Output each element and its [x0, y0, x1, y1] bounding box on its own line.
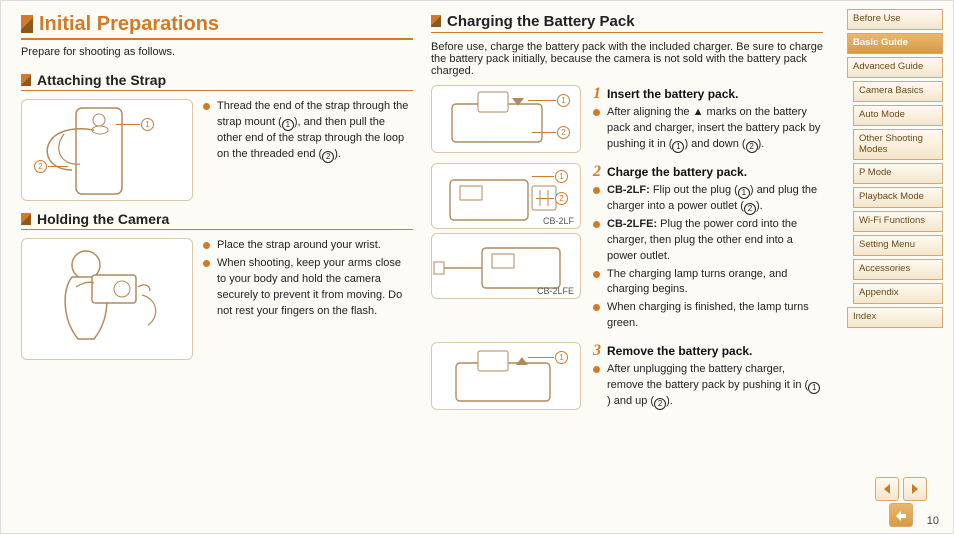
figure-strap: 1 2 — [21, 99, 193, 201]
step-3: 1 3Remove the battery pack. After unplug… — [431, 342, 823, 412]
nav-item[interactable]: P Mode — [853, 163, 943, 184]
nav-item[interactable]: Appendix — [853, 283, 943, 304]
step-num-3: 3 — [593, 342, 601, 360]
step-1: 1 2 1Insert the battery pack. After alig… — [431, 85, 823, 155]
fig-label-cb2lfe: CB-2LFE — [537, 286, 574, 296]
intro-text: Prepare for shooting as follows. — [21, 46, 413, 58]
strap-bullets: Thread the end of the strap through the … — [203, 99, 413, 201]
step-num-1: 1 — [593, 85, 601, 103]
nav-item[interactable]: Camera Basics — [853, 81, 943, 102]
step-num-2: 2 — [593, 163, 601, 181]
figure-cb2lfe: CB-2LFE — [431, 233, 581, 299]
right-column: Charging the Battery Pack Before use, ch… — [431, 13, 841, 420]
step-title-2: Charge the battery pack. — [607, 165, 747, 179]
section-strap-title: Attaching the Strap — [21, 72, 413, 91]
nav-item[interactable]: Index — [847, 307, 943, 328]
figure-remove: 1 — [431, 342, 581, 410]
nav-item[interactable]: Other Shooting Modes — [853, 129, 943, 161]
nav-item[interactable]: Wi-Fi Functions — [853, 211, 943, 232]
step-title-1: Insert the battery pack. — [607, 87, 738, 101]
figure-cb2lf: 1 2 CB-2LF — [431, 163, 581, 229]
section-hold-title: Holding the Camera — [21, 211, 413, 230]
nav-item[interactable]: Advanced Guide — [847, 57, 943, 78]
step-2: 1 2 CB-2LF CB-2LFE 2 Charge the battery p… — [431, 163, 823, 334]
nav-item[interactable]: Playback Mode — [853, 187, 943, 208]
nav-item[interactable]: Setting Menu — [853, 235, 943, 256]
badge-2: 2 — [34, 160, 47, 173]
nav-item[interactable]: Basic Guide — [847, 33, 943, 54]
next-page-button[interactable] — [903, 477, 927, 501]
figure-insert: 1 2 — [431, 85, 581, 153]
sidebar-nav: Before Use Basic Guide Advanced Guide Camer… — [847, 9, 943, 328]
section-charge-title: Charging the Battery Pack — [431, 13, 823, 33]
left-column: Initial Preparations Prepare for shootin… — [21, 13, 431, 420]
main-title: Initial Preparations — [21, 13, 413, 40]
prev-page-button[interactable] — [875, 477, 899, 501]
return-button[interactable] — [889, 503, 913, 527]
page-number: 10 — [927, 515, 939, 527]
holding-bullets: Place the strap around your wrist. When … — [203, 238, 413, 360]
nav-item[interactable]: Auto Mode — [853, 105, 943, 126]
fig-label-cb2lf: CB-2LF — [543, 216, 574, 226]
badge-1: 1 — [141, 118, 154, 131]
nav-item[interactable]: Before Use — [847, 9, 943, 30]
charge-intro: Before use, charge the battery pack with… — [431, 41, 823, 77]
nav-item[interactable]: Accessories — [853, 259, 943, 280]
figure-holding — [21, 238, 193, 360]
step-title-3: Remove the battery pack. — [607, 344, 752, 358]
